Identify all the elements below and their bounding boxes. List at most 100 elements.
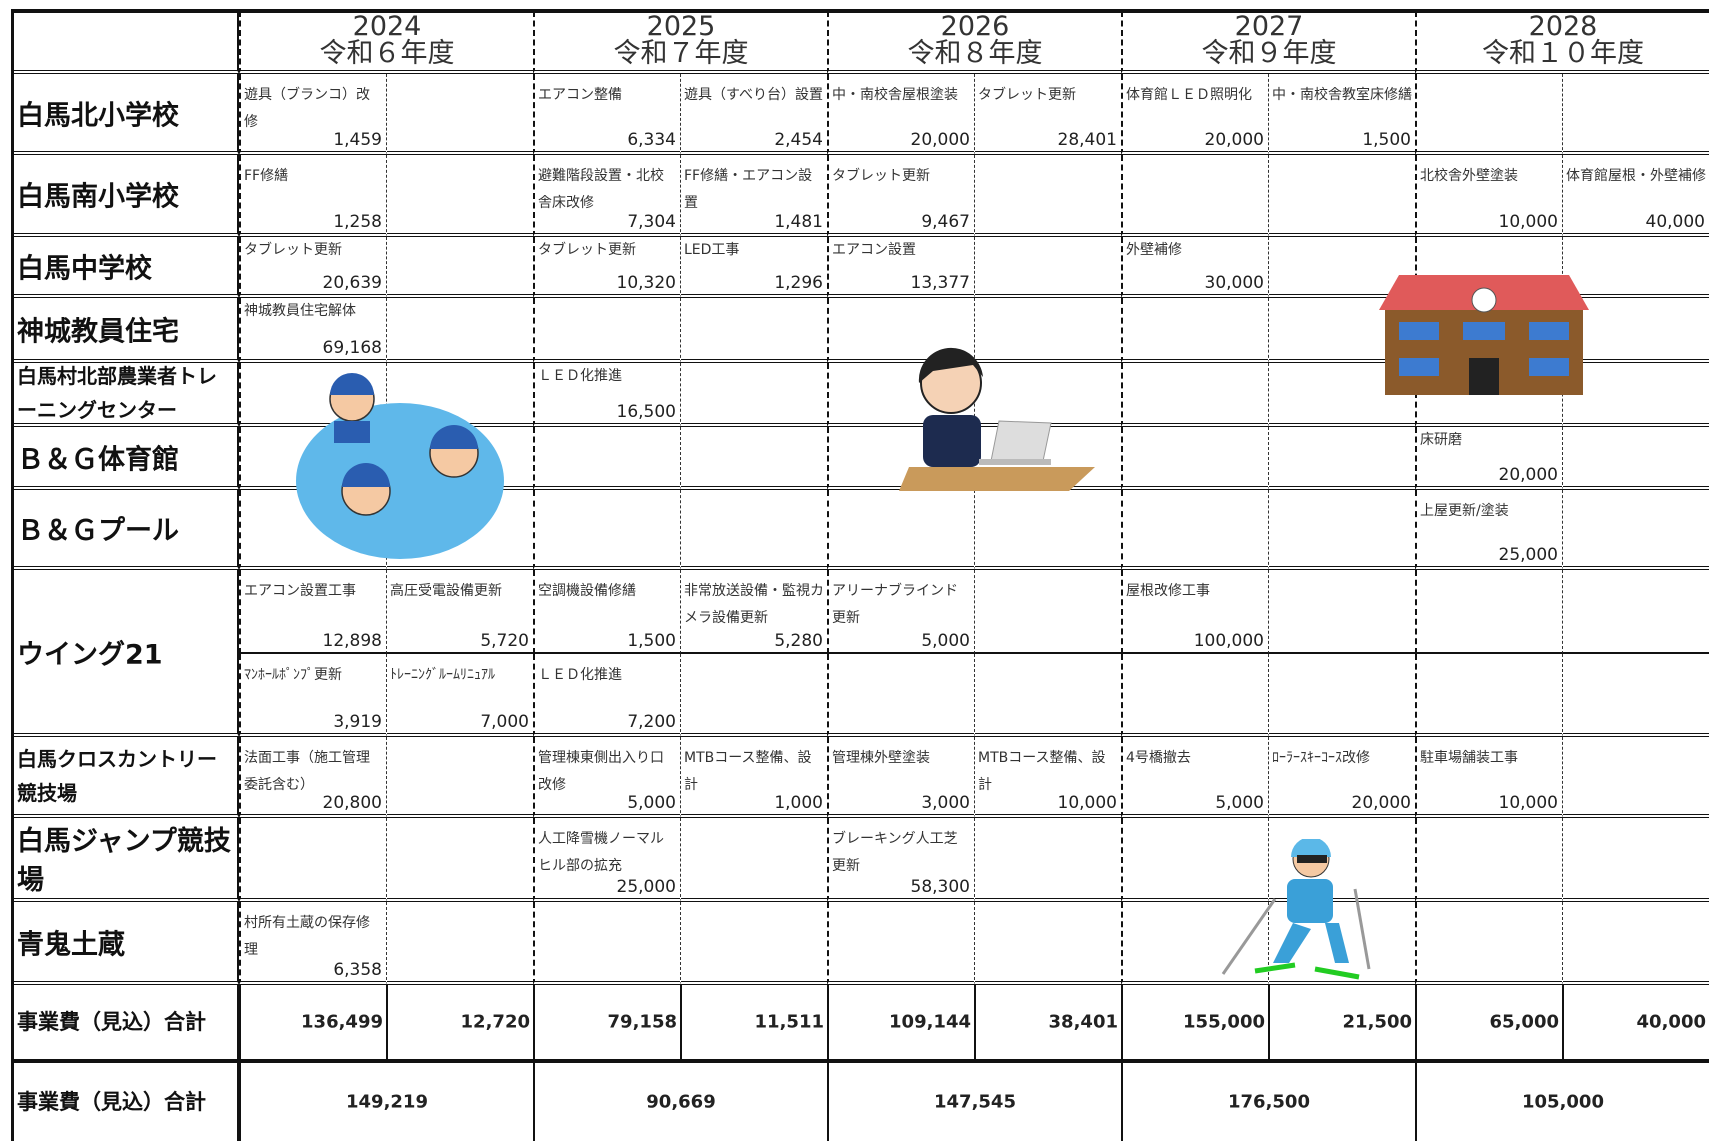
cell (680, 818, 827, 902)
cell: 21,500 (1268, 985, 1415, 1063)
cell (386, 737, 533, 818)
cell: ＬＥＤ化推進 7,200 (533, 653, 680, 737)
project-name: エアコン設置 (832, 242, 916, 258)
cell: 上屋更新/塗装 25,000 (1415, 490, 1562, 570)
cell (386, 902, 533, 985)
project-amount: 20,000 (1204, 130, 1264, 150)
cell: 村所有土蔵の保存修理 6,358 (239, 902, 386, 985)
facility-name: 白馬中学校 (17, 253, 152, 284)
cell (680, 490, 827, 570)
project-amount: 100,000 (1193, 630, 1264, 651)
facility-name: Ｂ＆Ｇ体育館 (17, 444, 179, 475)
project-name: アリーナブラインド更新 (832, 583, 958, 626)
cell: 白馬村北部農業者トレーニングセンター (11, 363, 239, 427)
project-amount: 30,000 (1204, 273, 1264, 293)
cell: 体育館ＬＥＤ照明化 20,000 (1121, 74, 1268, 155)
facility-name: 青鬼土蔵 (17, 929, 125, 960)
project-name: 体育館ＬＥＤ照明化 (1126, 87, 1252, 103)
cell (1268, 570, 1415, 654)
cell (1415, 818, 1562, 902)
cell: タブレット更新 10,320 (533, 237, 680, 298)
cell (533, 427, 680, 490)
cell (1121, 902, 1268, 985)
cell (1121, 298, 1268, 363)
project-name: 避難階段設置・北校舎床改修 (538, 168, 664, 211)
cell (1562, 363, 1709, 427)
cell (1415, 570, 1562, 654)
project-amount: 12,898 (322, 630, 382, 651)
cell (386, 155, 533, 237)
cell (827, 490, 974, 570)
cell: FF修繕・エアコン設置 1,481 (680, 155, 827, 237)
project-name: 屋根改修工事 (1126, 583, 1210, 599)
cell: 体育館屋根・外壁補修 40,000 (1562, 155, 1709, 237)
cell: 79,158 (533, 985, 680, 1063)
subtotal-value: 155,000 (1183, 1011, 1265, 1033)
project-name: 人工降雪機ノーマルヒル部の拡充 (538, 831, 664, 874)
project-name: タブレット更新 (978, 87, 1076, 103)
cell: 90,669 (533, 1063, 827, 1141)
cell: 床研磨 20,000 (1415, 427, 1562, 490)
grand-total-value: 147,545 (934, 1091, 1016, 1113)
cell (1415, 363, 1562, 427)
cell: 65,000 (1415, 985, 1562, 1063)
project-amount: 10,000 (1498, 212, 1558, 232)
project-name: 床研磨 (1420, 432, 1462, 448)
cell: 2026 令和８年度 (827, 11, 1121, 74)
project-name: タブレット更新 (244, 242, 342, 258)
cell (1562, 490, 1709, 570)
cell: 176,500 (1121, 1063, 1415, 1141)
grand-total-value: 90,669 (646, 1091, 716, 1113)
cell (1121, 490, 1268, 570)
cell: MTBコース整備、設計 10,000 (974, 737, 1121, 818)
project-amount: 20,000 (910, 130, 970, 150)
project-name: 神城教員住宅解体 (244, 303, 356, 319)
project-amount: 25,000 (616, 877, 676, 897)
grand-total-value: 149,219 (346, 1091, 428, 1113)
cell (1562, 737, 1709, 818)
cell: タブレット更新 9,467 (827, 155, 974, 237)
cell: 北校舎外壁塗装 10,000 (1415, 155, 1562, 237)
project-name: タブレット更新 (538, 242, 636, 258)
project-name: MTBコース整備、設計 (978, 750, 1106, 793)
cell: ﾄﾚｰﾆﾝｸﾞﾙｰﾑﾘﾆｭｱﾙ 7,000 (386, 653, 533, 737)
era-label: 令和７年度 (613, 38, 749, 69)
project-amount: 20,000 (1498, 465, 1558, 485)
cell: 12,720 (386, 985, 533, 1063)
cell: LED工事 1,296 (680, 237, 827, 298)
project-name: 村所有土蔵の保存修理 (244, 915, 370, 958)
cell: 高圧受電設備更新 5,720 (386, 570, 533, 654)
facility-name: 白馬ジャンプ競技場 (17, 826, 231, 896)
project-amount: 20,639 (322, 273, 382, 293)
project-amount: 5,720 (480, 630, 529, 651)
project-name: 中・南校舎教室床修繕 (1272, 87, 1412, 103)
cell (1562, 570, 1709, 654)
cell (1415, 653, 1562, 737)
project-name: 遊具（ブランコ）改修 (244, 87, 370, 130)
cell: 中・南校舎屋根塗装 20,000 (827, 74, 974, 155)
grand-total-value: 176,500 (1228, 1091, 1310, 1113)
totals-label: 事業費（見込）合計 (17, 1010, 206, 1034)
project-amount: 5,000 (1215, 793, 1264, 813)
cell: 11,511 (680, 985, 827, 1063)
cell (386, 237, 533, 298)
project-name: 管理棟外壁塗装 (832, 750, 930, 766)
project-name: 駐車場舗装工事 (1420, 750, 1518, 766)
cell (1268, 363, 1415, 427)
cell (11, 11, 239, 74)
project-amount: 1,258 (333, 212, 382, 232)
cell (1268, 818, 1415, 902)
project-amount: 7,200 (627, 712, 676, 732)
cell: エアコン設置工事 12,898 (239, 570, 386, 654)
subtotal-value: 38,401 (1048, 1011, 1118, 1033)
cell: エアコン設置 13,377 (827, 237, 974, 298)
cell (386, 298, 533, 363)
cell: 遊具（すべり台）設置 2,454 (680, 74, 827, 155)
year-label: 2025 (646, 11, 716, 42)
cell: 管理棟外壁塗装 3,000 (827, 737, 974, 818)
project-amount: 20,000 (1351, 793, 1411, 813)
cell (1268, 902, 1415, 985)
cell: 2027 令和９年度 (1121, 11, 1415, 74)
project-amount: 13,377 (910, 273, 970, 293)
